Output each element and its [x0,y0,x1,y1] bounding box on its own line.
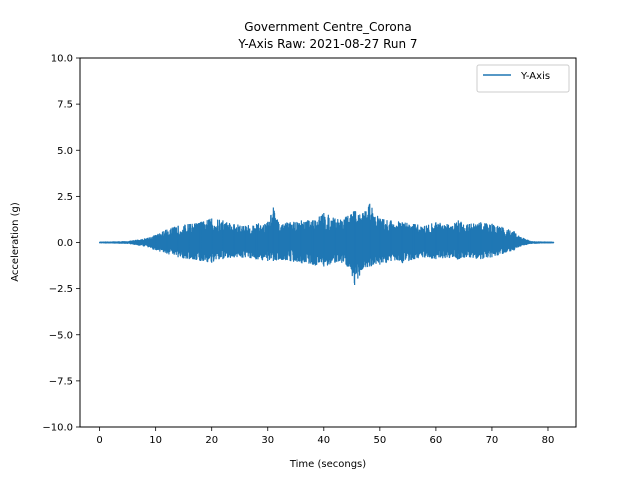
x-tick-label: 80 [542,435,555,446]
x-tick-label: 20 [205,435,218,446]
plot-area-frame [79,57,577,428]
y-axis-ticks: 10.0 7.5 5.0 2.5 0.0 −2.5 −5.0 −7.5 −10.0 [42,54,80,434]
x-tick-label: 50 [373,435,386,446]
y-tick-label: −2.5 [49,284,73,295]
chart-title: Government Centre_Corona [244,20,411,34]
y-axis-label: Acceleration (g) [10,202,21,282]
x-tick-label: 30 [261,435,274,446]
y-tick-label: −7.5 [49,376,73,387]
y-tick-label: 5.0 [57,146,73,157]
y-tick-label: −5.0 [49,330,73,341]
y-tick-label: 10.0 [51,54,73,65]
signal-peak-marks [99,203,555,285]
y-tick-label: 7.5 [57,100,73,111]
chart-subtitle: Y-Axis Raw: 2021-08-27 Run 7 [237,37,417,51]
x-tick-label: 10 [149,435,162,446]
series-y-axis-trace [99,203,555,285]
y-tick-label: 0.0 [57,238,73,249]
x-axis-label: Time (secongs) [289,459,366,470]
y-tick-label: 2.5 [57,192,73,203]
legend-label-y-axis: Y-Axis [520,71,550,82]
signal-trace-fill [99,204,555,284]
legend: Y-Axis [476,64,570,93]
legend-box [476,64,570,93]
x-tick-label: 70 [486,435,499,446]
x-axis-ticks: 0 10 20 30 40 50 60 70 80 [96,427,554,446]
y-tick-label: −10.0 [42,423,73,434]
x-tick-label: 60 [430,435,443,446]
x-tick-label: 0 [96,435,102,446]
x-tick-label: 40 [317,435,330,446]
